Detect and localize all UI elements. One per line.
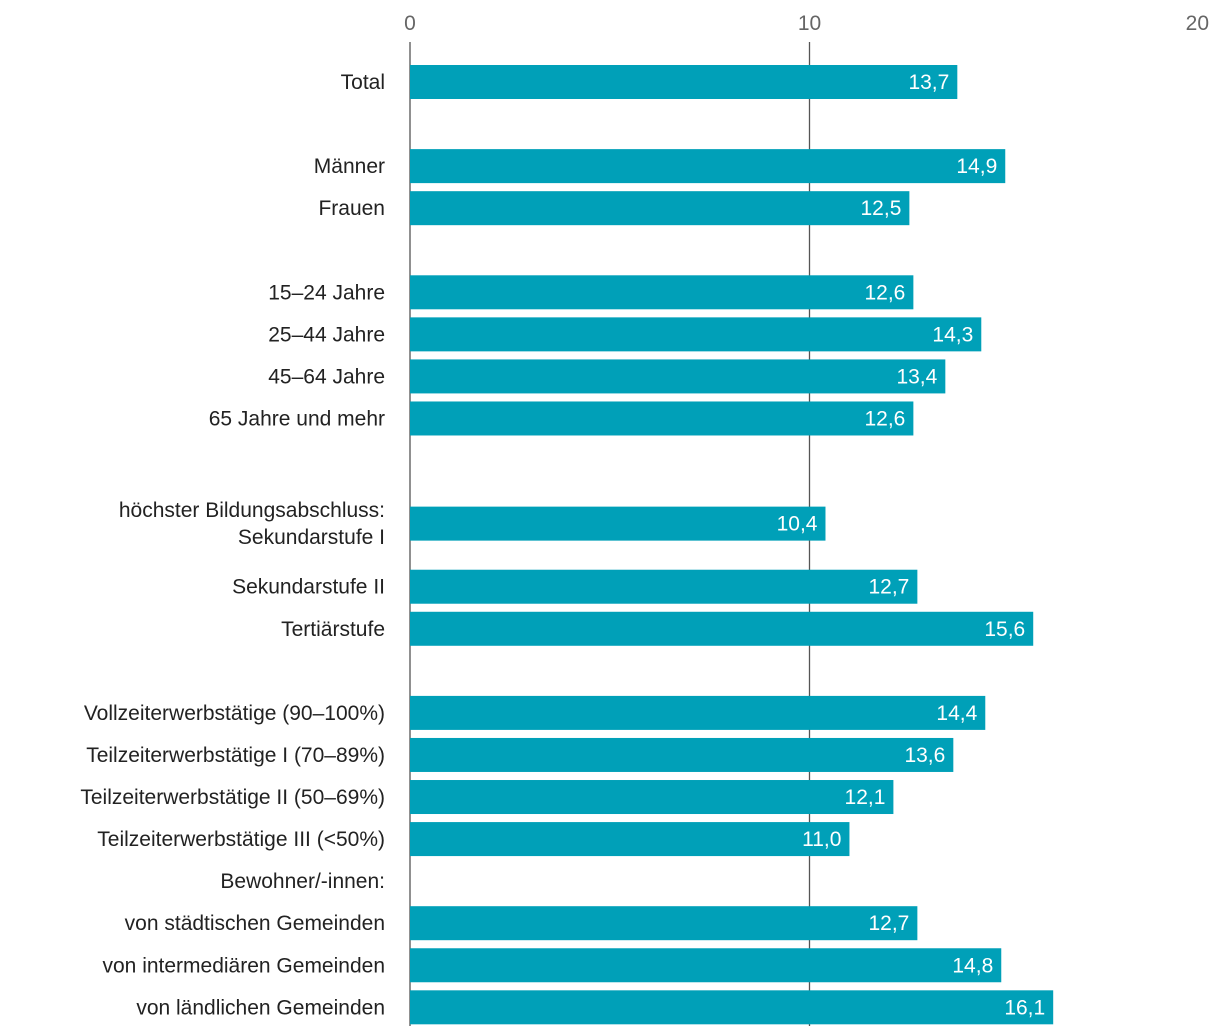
value-label: 14,3 <box>932 323 973 346</box>
bar <box>410 737 954 772</box>
tick-label: 20 <box>1186 12 1209 35</box>
bar <box>410 275 914 310</box>
category-label: Sekundarstufe I <box>238 526 385 549</box>
value-label: 12,5 <box>861 197 902 220</box>
value-label: 14,8 <box>952 954 993 977</box>
bar <box>410 65 958 99</box>
category-label: Männer <box>314 155 385 178</box>
bar <box>410 822 850 857</box>
category-label: von ländlichen Gemeinden <box>136 996 385 1019</box>
category-label: 45–64 Jahre <box>268 365 385 388</box>
value-label: 12,7 <box>868 576 909 599</box>
bars: 13,7 14,9 12,5 12,6 14,3 13,4 12,6 10,4 12,7 15,6… <box>410 65 1054 1025</box>
category-labels: Total Männer Frauen 15–24 Jahre 25–44 Jahre 4… <box>80 71 385 1019</box>
bar <box>410 906 918 941</box>
category-label: Bewohner/-innen: <box>220 870 385 893</box>
tick-label: 0 <box>404 12 416 35</box>
bar <box>410 780 894 815</box>
tick-label: 10 <box>798 12 821 35</box>
category-label: Tertiärstufe <box>281 618 385 641</box>
bar <box>410 149 1006 184</box>
category-label: 15–24 Jahre <box>268 281 385 304</box>
bar <box>410 317 982 352</box>
bar <box>410 611 1034 646</box>
category-label: Teilzeiterwerbstätige I (70–89%) <box>86 744 385 767</box>
bar <box>410 569 918 604</box>
value-label: 11,0 <box>802 828 841 851</box>
bar <box>410 359 946 394</box>
category-label: Total <box>341 71 385 94</box>
bar <box>410 401 914 436</box>
value-label: 13,7 <box>908 71 949 94</box>
value-label: 12,7 <box>868 912 909 935</box>
bar <box>410 990 1054 1025</box>
category-label: 25–44 Jahre <box>268 323 385 346</box>
value-label: 12,6 <box>864 281 905 304</box>
value-label: 12,6 <box>864 407 905 430</box>
category-label: Vollzeiterwerbstätige (90–100%) <box>84 702 385 725</box>
value-label: 14,4 <box>936 702 977 725</box>
value-label: 13,6 <box>904 744 945 767</box>
category-label: Teilzeiterwerbstätige III (<50%) <box>97 828 385 851</box>
value-label: 12,1 <box>845 786 886 809</box>
x-axis-ticks: 0 10 20 <box>404 12 1209 35</box>
category-label: von städtischen Gemeinden <box>125 912 385 935</box>
value-label: 16,1 <box>1004 996 1045 1019</box>
value-label: 15,6 <box>984 618 1025 641</box>
category-label: höchster Bildungsabschluss: <box>119 499 385 522</box>
category-label: Frauen <box>318 197 385 220</box>
value-label: 14,9 <box>956 155 997 178</box>
bar <box>410 506 826 541</box>
category-label: Teilzeiterwerbstätige II (50–69%) <box>80 786 385 809</box>
bar <box>410 191 910 226</box>
value-label: 13,4 <box>896 365 937 388</box>
category-label: 65 Jahre und mehr <box>209 407 385 430</box>
bar <box>410 695 986 730</box>
category-label: Sekundarstufe II <box>232 576 385 599</box>
bar <box>410 948 1002 983</box>
value-label: 10,4 <box>777 513 818 536</box>
category-label: von intermediären Gemeinden <box>103 954 386 977</box>
